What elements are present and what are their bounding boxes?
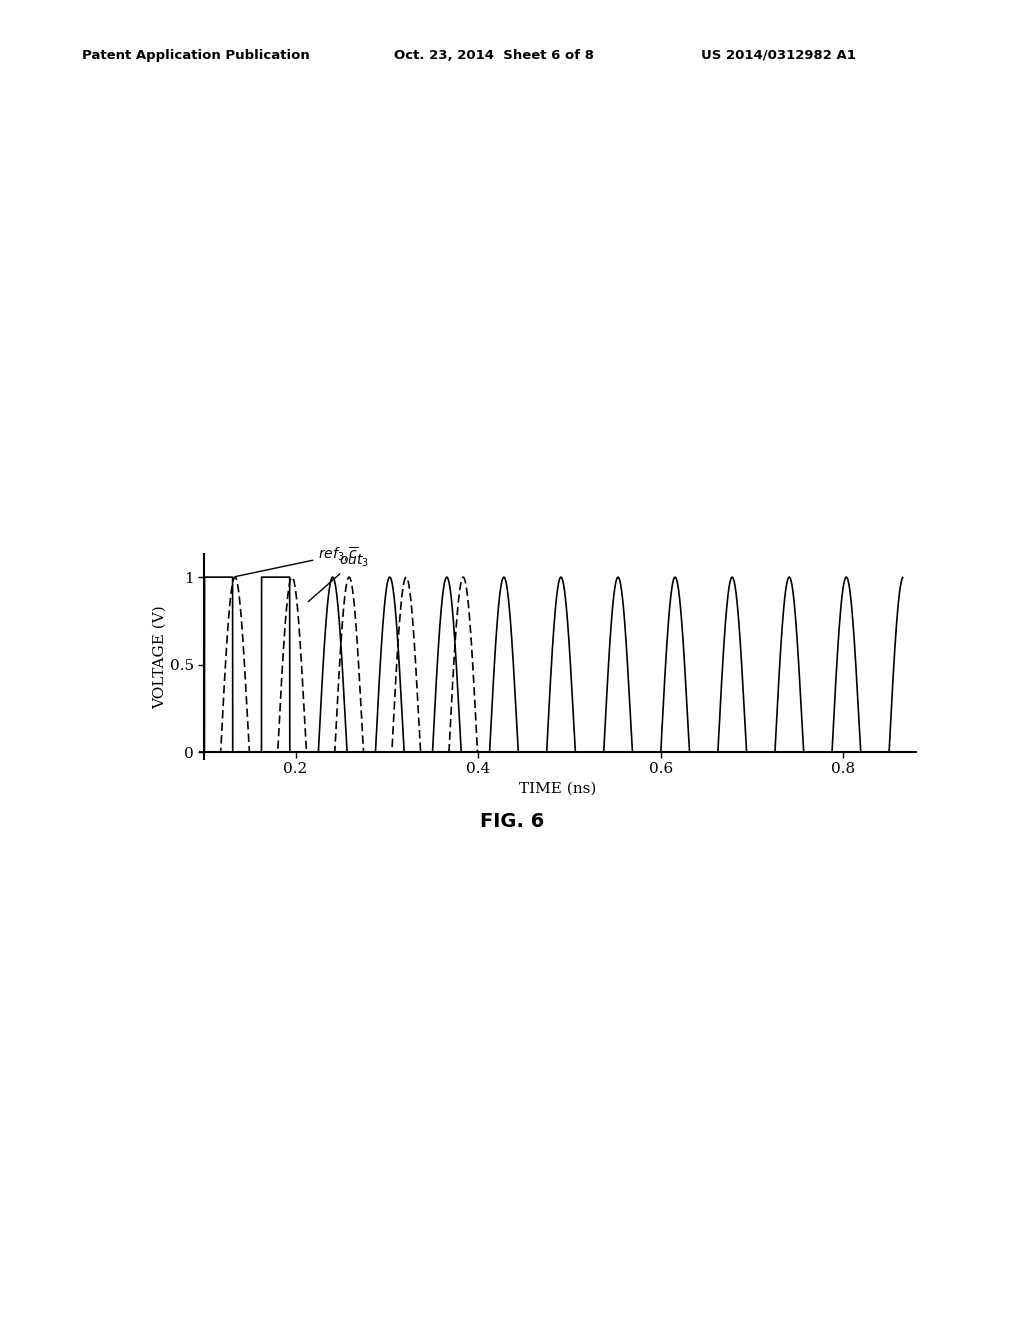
Text: $\mathit{out}_3$: $\mathit{out}_3$ [308,553,370,602]
Text: Oct. 23, 2014  Sheet 6 of 8: Oct. 23, 2014 Sheet 6 of 8 [394,49,594,62]
Text: Patent Application Publication: Patent Application Publication [82,49,309,62]
Text: $\mathit{ref}_{3,}\overline{\mathit{c}}$: $\mathit{ref}_{3,}\overline{\mathit{c}}$ [236,545,358,577]
Y-axis label: VOLTAGE (V): VOLTAGE (V) [153,605,167,709]
Text: FIG. 6: FIG. 6 [480,812,544,830]
Text: US 2014/0312982 A1: US 2014/0312982 A1 [701,49,856,62]
X-axis label: TIME (ns): TIME (ns) [519,781,597,796]
